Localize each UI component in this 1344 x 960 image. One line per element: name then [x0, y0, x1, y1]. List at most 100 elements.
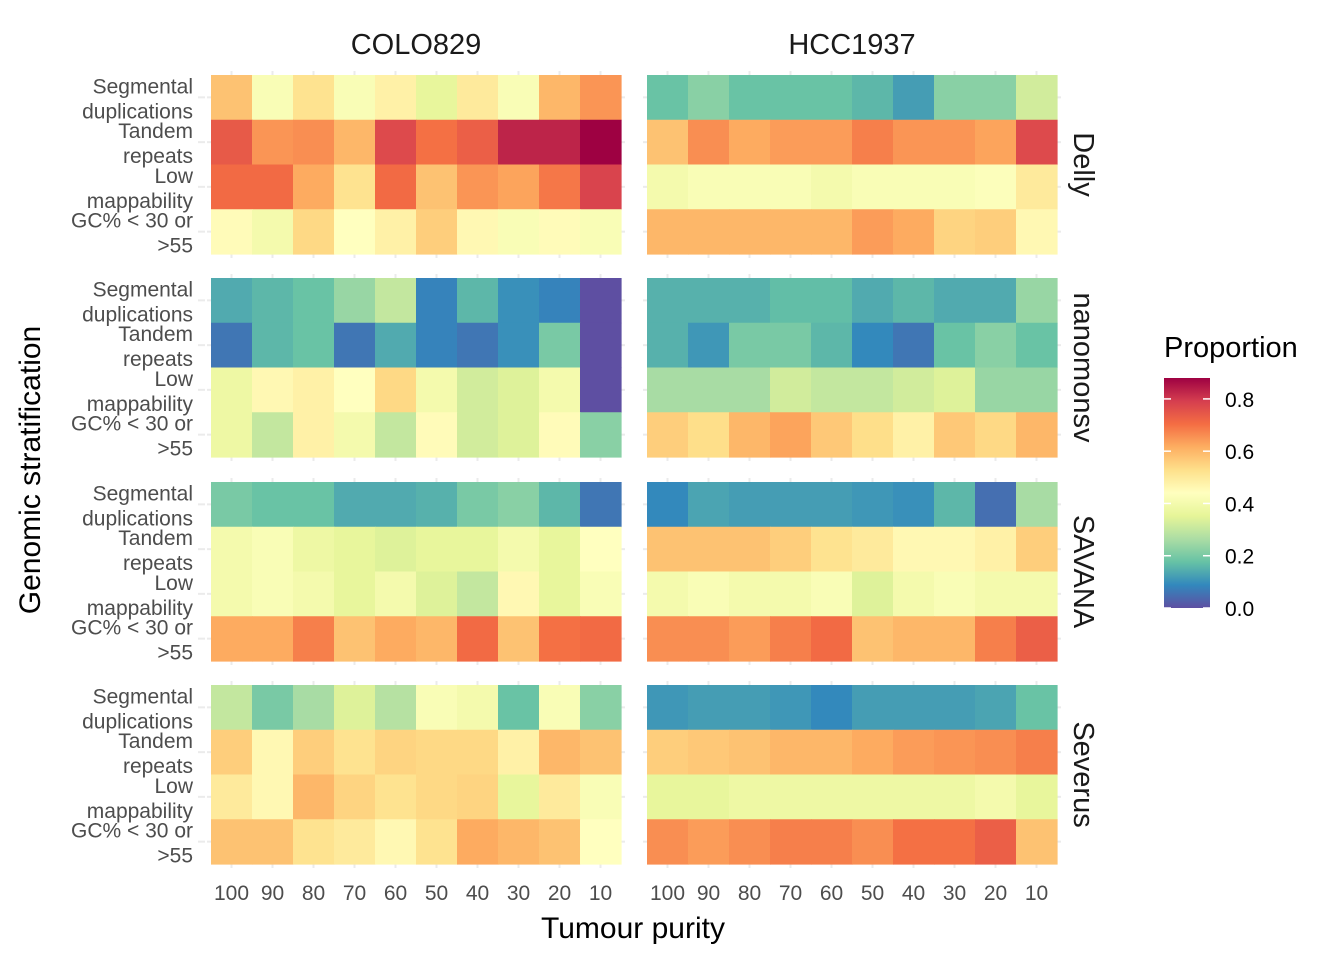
- heatmap-cell: [293, 616, 335, 662]
- heatmap-cell: [498, 278, 540, 324]
- heatmap-cell: [975, 729, 1017, 776]
- heatmap-cell: [375, 119, 417, 166]
- y-tick-label: Low: [154, 165, 193, 188]
- y-tick-label: Tandem: [118, 730, 193, 753]
- heatmap-cell: [334, 526, 376, 573]
- x-tick-label: 40: [902, 882, 925, 905]
- heatmap-cell: [375, 685, 417, 731]
- heatmap-cell: [893, 119, 935, 166]
- heatmap-cell: [688, 685, 730, 731]
- heatmap-cell: [770, 367, 812, 413]
- y-tick-label: mappability: [87, 597, 194, 620]
- heatmap-cell: [580, 729, 622, 776]
- heatmap-cell: [852, 526, 894, 573]
- x-axis-title: Tumour purity: [541, 912, 725, 945]
- heatmap-cell: [729, 412, 771, 458]
- heatmap-cell: [647, 571, 689, 617]
- heatmap-cell: [293, 164, 335, 210]
- heatmap-cell: [729, 209, 771, 255]
- heatmap-cell: [539, 278, 581, 324]
- heatmap-cell: [252, 616, 294, 662]
- heatmap-cell: [647, 209, 689, 255]
- heatmap-cell: [375, 526, 417, 573]
- heatmap-cell: [975, 119, 1017, 166]
- heatmap-cell: [416, 75, 458, 121]
- heatmap-cell: [934, 685, 976, 731]
- heatmap-cell: [975, 322, 1017, 369]
- heatmap-cell: [934, 412, 976, 458]
- heatmap-cell: [934, 774, 976, 820]
- heatmap-cell: [539, 685, 581, 731]
- heatmap-cell: [811, 322, 853, 369]
- heatmap-cell: [334, 75, 376, 121]
- heatmap-cell: [1016, 482, 1058, 528]
- heatmap-cell: [457, 209, 499, 255]
- heatmap-cell: [688, 482, 730, 528]
- heatmap-cell: [457, 571, 499, 617]
- heatmap-cell: [852, 209, 894, 255]
- x-tick-label: 30: [507, 882, 530, 905]
- heatmap-cell: [647, 819, 689, 865]
- heatmap-cell: [975, 367, 1017, 413]
- heatmap-cell: [770, 482, 812, 528]
- legend-tick-label: 0.4: [1225, 493, 1255, 516]
- heatmap-cell: [893, 729, 935, 776]
- heatmap-cell: [580, 164, 622, 210]
- heatmap-cell: [770, 819, 812, 865]
- heatmap-cell: [1016, 164, 1058, 210]
- heatmap-cell: [1016, 526, 1058, 573]
- heatmap-cell: [498, 412, 540, 458]
- heatmap-cell: [375, 729, 417, 776]
- x-tick-label: 60: [820, 882, 843, 905]
- heatmap-cell: [811, 819, 853, 865]
- heatmap-cell: [211, 571, 253, 617]
- heatmap-cell: [252, 819, 294, 865]
- heatmap-cell: [498, 616, 540, 662]
- legend-tick-label: 0.2: [1225, 546, 1254, 569]
- heatmap-cell: [688, 526, 730, 573]
- heatmap-cell: [852, 774, 894, 820]
- heatmap-cell: [688, 729, 730, 776]
- heatmap-cell: [252, 685, 294, 731]
- heatmap-cell: [975, 278, 1017, 324]
- heatmap-cell: [975, 412, 1017, 458]
- heatmap-cell: [934, 322, 976, 369]
- heatmap-cell: [1016, 367, 1058, 413]
- y-tick-label: mappability: [87, 393, 194, 416]
- heatmap-cell: [539, 367, 581, 413]
- heatmap-cell: [934, 367, 976, 413]
- heatmap-cell: [934, 571, 976, 617]
- heatmap-cell: [293, 729, 335, 776]
- heatmap-cell: [539, 616, 581, 662]
- row-strip-label: SAVANA: [1067, 515, 1099, 629]
- heatmap-cell: [893, 685, 935, 731]
- y-tick-label: repeats: [123, 755, 193, 778]
- heatmap-cell: [498, 119, 540, 166]
- y-tick-label: Low: [154, 775, 193, 798]
- x-tick-label: 40: [466, 882, 489, 905]
- heatmap-cell: [811, 685, 853, 731]
- heatmap-cell: [539, 482, 581, 528]
- heatmap-cell: [1016, 571, 1058, 617]
- heatmap-cell: [770, 774, 812, 820]
- heatmap-cell: [770, 616, 812, 662]
- heatmap-cell: [688, 819, 730, 865]
- heatmap-cell: [729, 526, 771, 573]
- heatmap-cell: [852, 616, 894, 662]
- heatmap-cell: [211, 209, 253, 255]
- heatmap-cell: [811, 367, 853, 413]
- x-tick-label: 30: [943, 882, 966, 905]
- legend: Proportion 0.0 0.2 0.4 0.6 0.8: [1164, 332, 1298, 621]
- heatmap-cell: [416, 209, 458, 255]
- heatmap-cell: [211, 729, 253, 776]
- heatmap-cell: [334, 209, 376, 255]
- legend-tick-label: 0.8: [1225, 389, 1254, 412]
- heatmap-cell: [457, 412, 499, 458]
- heatmap-cell: [934, 616, 976, 662]
- heatmap-cell: [852, 278, 894, 324]
- heatmap-cell: [770, 412, 812, 458]
- heatmap-cell: [729, 819, 771, 865]
- y-tick-label: GC% < 30 or: [71, 617, 193, 640]
- heatmap-cell: [893, 164, 935, 210]
- heatmap-cell: [539, 412, 581, 458]
